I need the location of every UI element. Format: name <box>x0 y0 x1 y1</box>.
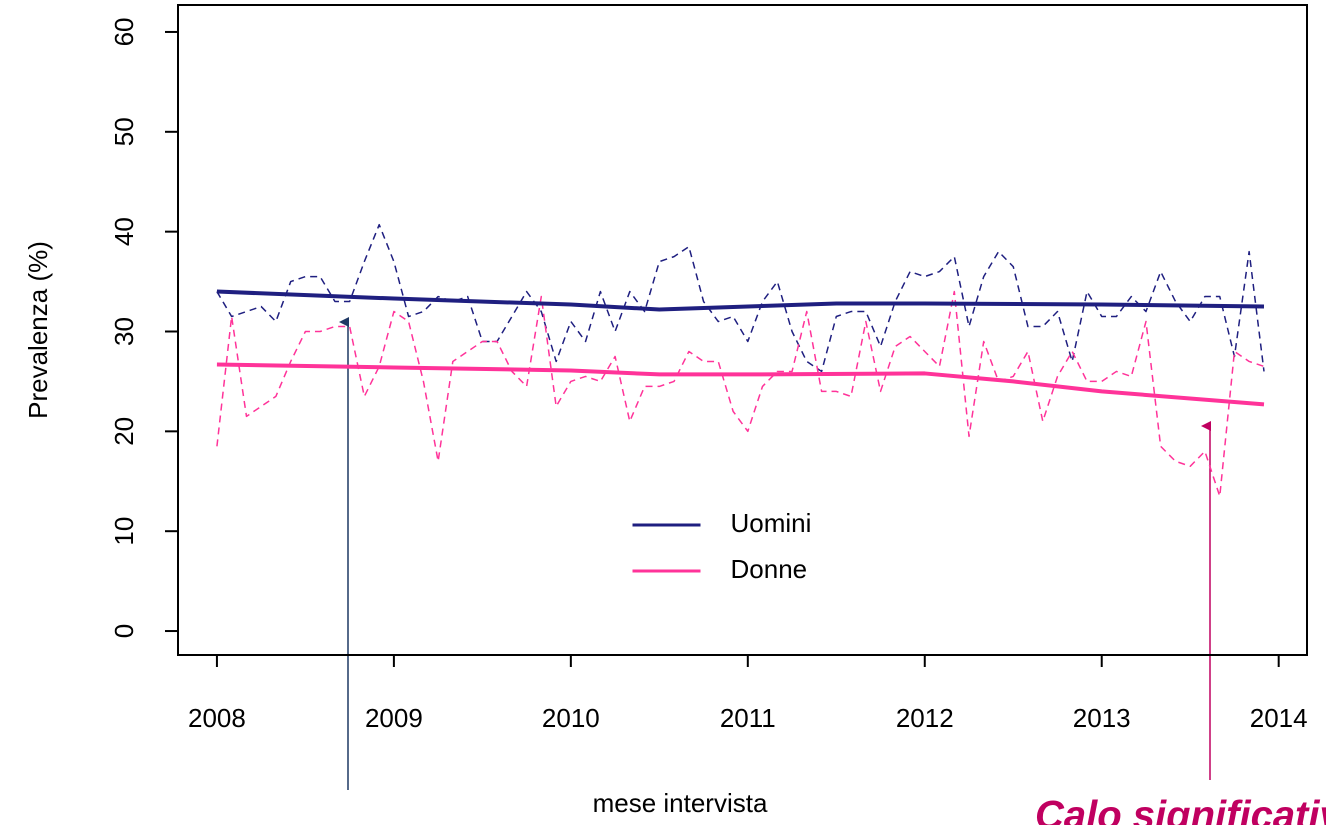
y-tick-label: 20 <box>109 417 139 446</box>
annotation-text: Calo significativo <box>1035 794 1326 825</box>
x-tick-label: 2014 <box>1250 703 1308 733</box>
x-tick-label: 2008 <box>188 703 246 733</box>
y-axis-label: Prevalenza (%) <box>23 241 53 419</box>
legend-label: Uomini <box>731 508 812 538</box>
x-tick-label: 2009 <box>365 703 423 733</box>
legend-label: Donne <box>731 554 808 584</box>
x-tick-label: 2010 <box>542 703 600 733</box>
trend-line <box>216 362 1265 407</box>
x-tick-label: 2012 <box>896 703 954 733</box>
y-tick-label: 10 <box>109 517 139 546</box>
monthly-line <box>216 223 1265 373</box>
plot-area: 2008 2009 2010 2011 2012 2013 2014 0 10 20 30 40 50 6… <box>109 17 1308 732</box>
y-tick-label: 30 <box>109 317 139 346</box>
x-axis-label: mese intervista <box>593 788 768 818</box>
x-tick-label: 2013 <box>1073 703 1131 733</box>
y-tick-label: 60 <box>109 17 139 46</box>
x-tick-label: 2011 <box>720 703 776 733</box>
trend-line <box>216 289 1265 312</box>
y-tick-label: 0 <box>109 624 139 638</box>
y-tick-label: 50 <box>109 117 139 146</box>
y-tick-label: 40 <box>109 217 139 246</box>
monthly-line <box>216 290 1265 497</box>
